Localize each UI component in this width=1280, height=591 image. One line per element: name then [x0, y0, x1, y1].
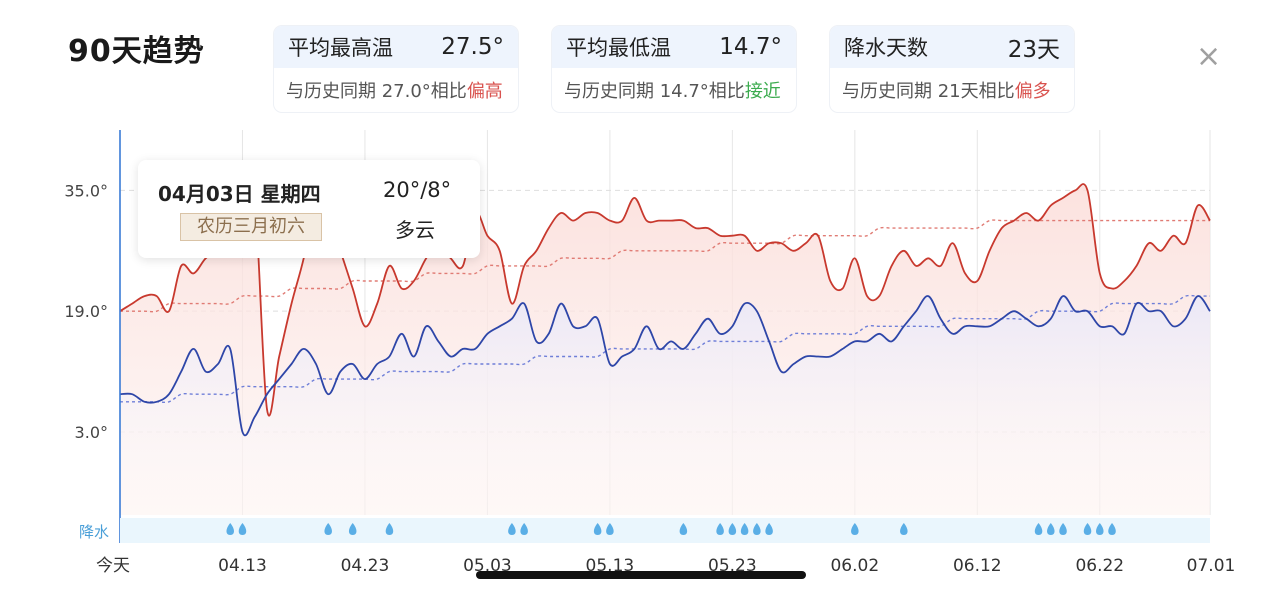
tooltip-temp: 20°/8° [383, 178, 452, 202]
low-normal-line [120, 294, 1210, 404]
chart-lines [119, 130, 1211, 543]
avg-high-compare-word: 偏高 [466, 81, 503, 102]
avg-low-card[interactable]: 平均最低温 14.7° 与历史同期 14.7°相比 接近 [552, 26, 796, 112]
rain-drop-icon [520, 523, 528, 535]
rain-days-compare: 与历史同期 21天相比 [842, 81, 1015, 102]
y-tick-label: 3.0° [75, 423, 108, 442]
rain-drop-icon [716, 523, 724, 535]
page-title: 90天趋势 [68, 34, 205, 69]
close-icon[interactable]: × [1196, 39, 1222, 74]
rain-drop-icon [606, 523, 614, 535]
rain-drop-icon [1096, 523, 1104, 535]
avg-low-label: 平均最低温 [566, 36, 671, 60]
x-tick-label: 04.13 [218, 556, 267, 576]
rain-band-bg [120, 518, 1210, 543]
rain-drop-icon [900, 523, 908, 535]
rain-drop-icon [740, 523, 749, 535]
x-tick-label: 06.12 [953, 556, 1002, 576]
rain-drop-icon [1047, 523, 1055, 535]
avg-low-compare-word: 接近 [744, 81, 781, 102]
rain-days-label: 降水天数 [844, 36, 928, 60]
rain-drop-icon [348, 523, 357, 535]
home-indicator[interactable] [476, 571, 806, 579]
avg-high-compare: 与历史同期 27.0°相比 [286, 81, 467, 102]
rain-band-label: 降水 [79, 523, 109, 541]
avg-high-value: 27.5° [441, 34, 504, 60]
rain-drop-icon [1083, 523, 1092, 535]
rain-drop-icon [753, 523, 761, 535]
avg-low-compare: 与历史同期 14.7°相比 [564, 81, 745, 102]
avg-high-label: 平均最高温 [288, 36, 393, 60]
tooltip-date: 04月03日 星期四 [158, 182, 321, 206]
rain-drop-icon [851, 523, 859, 535]
rain-drop-icon [728, 523, 737, 535]
rain-drop-icon [226, 523, 234, 535]
avg-high-card[interactable]: 平均最高温 27.5° 与历史同期 27.0°相比 偏高 [274, 26, 518, 112]
x-tick-label: 04.23 [341, 556, 390, 576]
x-tick-label: 06.02 [830, 556, 879, 576]
rain-days-card[interactable]: 降水天数 23天 与历史同期 21天相比 偏多 [830, 26, 1074, 112]
x-tick-label: 06.22 [1075, 556, 1124, 576]
rain-drop-icon [679, 523, 688, 535]
rain-drop-icon [385, 523, 394, 535]
axis-labels: 35.0°19.0°3.0°今天 04.13 04.23 05.03 05.13 05.2… [64, 181, 1235, 576]
y-tick-label: 19.0° [64, 302, 108, 321]
low-temp-line [119, 295, 1211, 437]
rain-drop-icon [1034, 523, 1043, 535]
rain-band: 降水 [79, 518, 1210, 543]
day-tooltip: 04月03日 星期四 20°/8° 农历三月初六 多云 [138, 160, 480, 258]
rain-drop-icon [1108, 523, 1116, 535]
rain-drop-icon [324, 523, 332, 535]
rain-drop-icon [238, 523, 247, 535]
rain-drop-icon [765, 523, 773, 535]
rain-drop-icon [593, 523, 602, 535]
tooltip-lunar-date: 农历三月初六 [180, 213, 322, 241]
high-temp-line [119, 176, 1211, 417]
tooltip-weather: 多云 [395, 218, 435, 242]
y-tick-label: 35.0° [64, 181, 108, 200]
rain-days-compare-word: 偏多 [1014, 81, 1051, 102]
rain-drop-icon [1059, 523, 1067, 535]
avg-low-value: 14.7° [719, 34, 782, 60]
x-tick-label: 今天 [96, 556, 130, 576]
rain-drop-icon [508, 523, 516, 535]
rain-days-value: 23天 [1007, 37, 1060, 63]
x-tick-label: 07.01 [1187, 556, 1236, 576]
